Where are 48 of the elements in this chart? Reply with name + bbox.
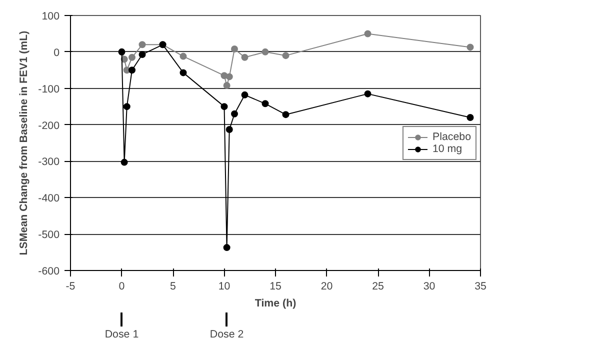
y-axis-title: LSMean Change from Baseline in FEV1 (mL): [18, 30, 30, 256]
point: [364, 90, 372, 98]
point: [241, 91, 248, 98]
annotation: Dose 1: [104, 328, 139, 340]
x-tick-label: 0: [118, 280, 125, 292]
point: [262, 48, 269, 56]
x-tick-label: 10: [218, 280, 230, 292]
point: [180, 69, 187, 76]
point: [466, 114, 474, 121]
point: [223, 244, 230, 252]
point: [128, 54, 136, 61]
point: [123, 103, 130, 110]
x-axis-title: Time (h): [254, 298, 297, 310]
x-tick-label: 5: [170, 280, 176, 292]
y-tick-label: -200: [38, 120, 60, 132]
point: [223, 82, 230, 89]
point: [138, 50, 146, 58]
x-tick-label: 25: [372, 280, 384, 292]
x-tick-label: 15: [270, 280, 282, 292]
x-tick-label: -5: [66, 280, 76, 292]
point: [282, 52, 290, 60]
y-tick-label: 0: [54, 46, 60, 59]
annotation: Dose 2: [210, 328, 244, 340]
point: [241, 54, 248, 61]
x-tick-label: 30: [423, 280, 436, 292]
x-tick-label: 20: [320, 280, 333, 292]
point: [128, 66, 136, 74]
point: [466, 44, 474, 51]
x-tick-label: 35: [474, 280, 486, 292]
point: [231, 46, 238, 53]
point: [138, 41, 146, 48]
point: [226, 126, 233, 134]
point: [180, 52, 187, 60]
y-tick-label: -600: [38, 266, 60, 278]
legend-label: 10 mg: [432, 142, 462, 154]
y-tick-label: -100: [38, 83, 60, 96]
point: [220, 103, 228, 110]
point: [226, 73, 233, 80]
y-tick-label: -500: [38, 229, 60, 242]
point: [231, 110, 238, 118]
point: [364, 30, 372, 38]
point: [262, 100, 269, 108]
y-tick-label: -400: [38, 192, 60, 205]
y-tick-label: 100: [42, 10, 60, 22]
point: [120, 158, 128, 166]
legend-label: Placebo: [432, 130, 471, 142]
point: [282, 111, 290, 118]
y-tick-label: -300: [38, 156, 60, 168]
